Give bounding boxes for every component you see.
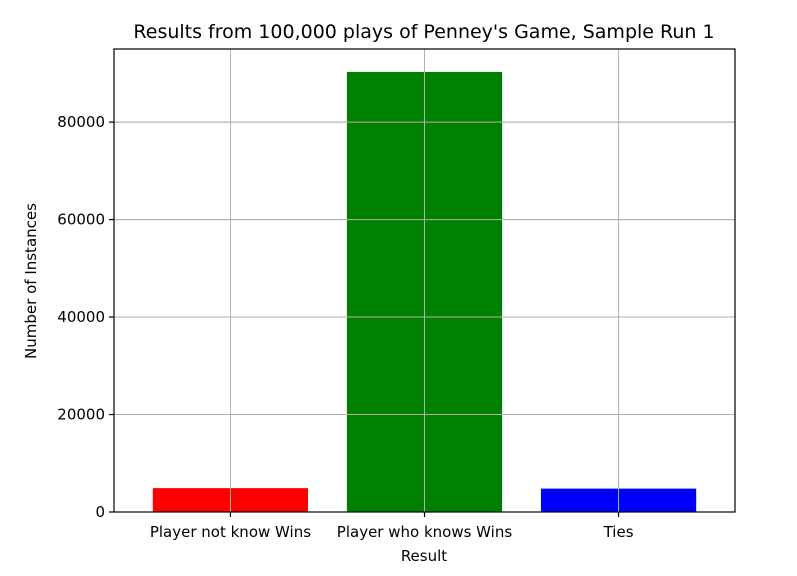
y-tick-label: 80000 xyxy=(57,113,105,131)
chart-title: Results from 100,000 plays of Penney's G… xyxy=(133,21,714,43)
y-axis-ticks: 0 20000 40000 60000 80000 xyxy=(57,113,114,521)
x-axis-label: Result xyxy=(401,547,447,565)
x-tick-label: Player not know Wins xyxy=(150,523,311,541)
y-tick-label: 40000 xyxy=(57,308,105,326)
y-tick-label: 20000 xyxy=(57,406,105,424)
y-tick-label: 60000 xyxy=(57,211,105,229)
x-tick-label: Ties xyxy=(603,523,634,541)
y-axis-label: Number of Instances xyxy=(22,203,40,359)
x-tick-label: Player who knows Wins xyxy=(337,523,513,541)
y-tick-label: 0 xyxy=(95,503,105,521)
x-axis-ticks: Player not know Wins Player who knows Win… xyxy=(150,512,634,541)
grid-overlay xyxy=(114,49,735,513)
